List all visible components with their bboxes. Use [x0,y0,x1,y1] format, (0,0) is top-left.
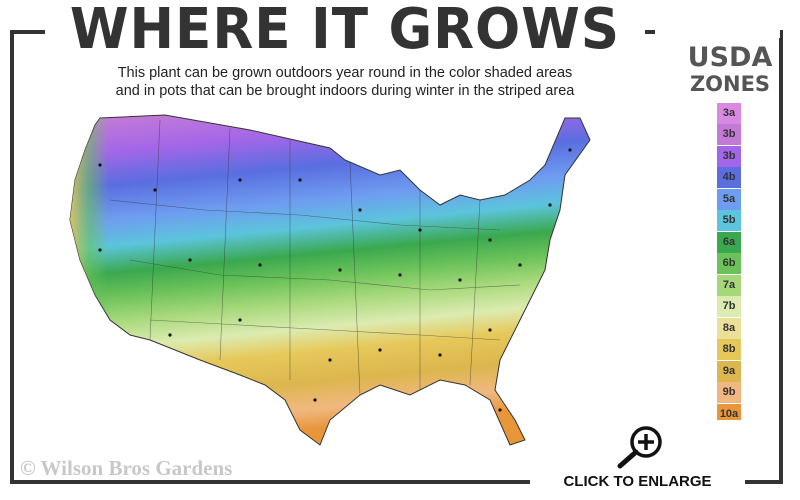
frame-gap-title [45,24,645,38]
legend-zone-4b: 4b [717,167,741,189]
legend-zone-3b: 3b [717,145,741,167]
legend-zone-9b: 9b [717,382,741,404]
subtitle-line-1: This plant can be grown outdoors year ro… [117,65,573,81]
legend-zone-9a: 9a [717,360,741,382]
legend-heading-zones: ZONES [689,72,771,96]
subtitle-line-2: and in pots that can be brought indoors … [115,83,575,99]
usda-zone-map[interactable] [60,100,660,450]
frame-gap-legend [655,24,780,38]
legend-zone-3b: 3b [717,124,741,146]
watermark: © Wilson Bros Gardens [20,456,233,480]
legend-zone-7a: 7a [717,274,741,296]
zone-legend: 3a3b3b4b5a5b6a6b7a7b8a8b9a9b10a10b [717,103,741,447]
legend-zone-8b: 8b [717,339,741,361]
click-to-enlarge-button[interactable]: CLICK TO ENLARGE [530,420,745,495]
click-to-enlarge-label: CLICK TO ENLARGE [563,473,712,490]
state-borders [109,119,521,396]
legend-heading: USDA ZONES [675,42,785,97]
legend-zone-7b: 7b [717,296,741,318]
legend-zone-5b: 5b [717,210,741,232]
subtitle: This plant can be grown outdoors year ro… [50,64,640,100]
legend-zone-10a: 10a [717,403,741,425]
legend-zone-8a: 8a [717,317,741,339]
west-coast-band [70,118,200,360]
page-title: WHERE IT GROWS [69,0,621,62]
legend-zone-3a: 3a [717,103,741,124]
legend-heading-usda: USDA [687,42,773,73]
city-dots [98,148,572,412]
legend-zone-6a: 6a [717,231,741,253]
legend-zone-5a: 5a [717,188,741,210]
legend-zone-6b: 6b [717,253,741,275]
zoom-in-icon [617,426,662,469]
